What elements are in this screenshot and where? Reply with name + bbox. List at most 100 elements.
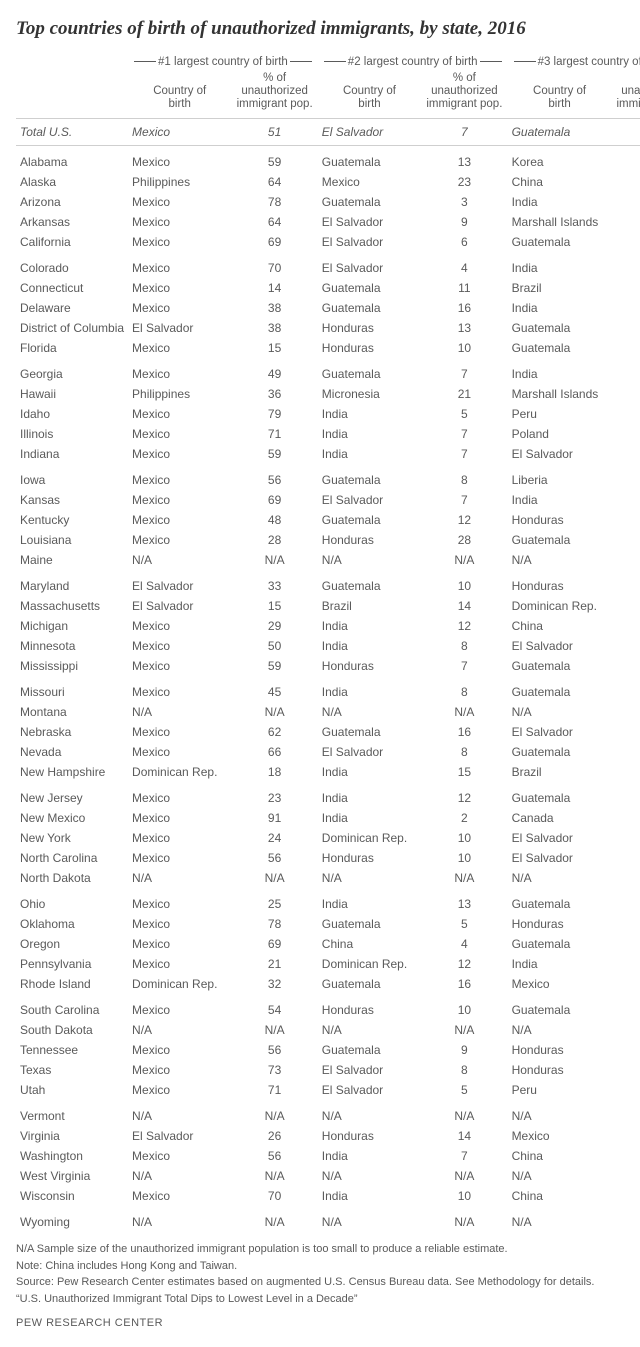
cell-state: Michigan	[16, 616, 128, 636]
cell-c1: Mexico	[128, 424, 231, 444]
table-row: HawaiiPhilippines36Micronesia21Marshall …	[16, 384, 640, 404]
cell-p1: 78	[231, 914, 317, 934]
cell-state: Colorado	[16, 258, 128, 278]
cell-c3: Guatemala	[508, 788, 612, 808]
cell-p2: 10	[421, 828, 507, 848]
cell-p2: 8	[421, 636, 507, 656]
table-row: UtahMexico71El Salvador5Peru4	[16, 1080, 640, 1100]
table-row: North DakotaN/AN/AN/AN/AN/AN/A	[16, 868, 640, 888]
cell-p3: N/A	[612, 702, 640, 722]
cell-p2: 10	[421, 1186, 507, 1206]
cell-p3: 4	[612, 490, 640, 510]
table-row: New YorkMexico24Dominican Rep.10El Salva…	[16, 828, 640, 848]
cell-c2: Honduras	[318, 318, 421, 338]
cell-c1: Philippines	[128, 384, 231, 404]
cell-p1: 29	[231, 616, 317, 636]
total-p3: 5	[612, 118, 640, 145]
cell-p1: 15	[231, 596, 317, 616]
cell-p2: 10	[421, 848, 507, 868]
cell-c3: El Salvador	[508, 848, 612, 868]
cell-p3: 4	[612, 934, 640, 954]
table-row: VirginiaEl Salvador26Honduras14Mexico12	[16, 1126, 640, 1146]
cell-c3: Mexico	[508, 974, 612, 994]
cell-c1: Mexico	[128, 298, 231, 318]
cell-p2: 7	[421, 364, 507, 384]
cell-c3: China	[508, 1186, 612, 1206]
cell-p2: 5	[421, 1080, 507, 1100]
cell-c1: N/A	[128, 1166, 231, 1186]
table-row: OregonMexico69China4Guatemala4	[16, 934, 640, 954]
table-row: District of ColumbiaEl Salvador38Hondura…	[16, 318, 640, 338]
cell-c1: Mexico	[128, 934, 231, 954]
cell-p1: 26	[231, 1126, 317, 1146]
cell-p3: 7	[612, 338, 640, 358]
total-p2: 7	[421, 118, 507, 145]
cell-c2: Guatemala	[318, 722, 421, 742]
cell-p2: 4	[421, 934, 507, 954]
cell-state: Virginia	[16, 1126, 128, 1146]
cell-state: North Carolina	[16, 848, 128, 868]
cell-c3: Guatemala	[508, 1000, 612, 1020]
cell-p3: 9	[612, 212, 640, 232]
group-header-1-label: #1 largest country of birth	[158, 56, 288, 68]
footnote-line: N/A Sample size of the unauthorized immi…	[16, 1242, 624, 1257]
cell-state: Minnesota	[16, 636, 128, 656]
group-header-3-label: #3 largest country of birth	[538, 56, 640, 68]
cell-c1: Mexico	[128, 490, 231, 510]
cell-state: West Virginia	[16, 1166, 128, 1186]
cell-p2: 3	[421, 192, 507, 212]
cell-c3: El Salvador	[508, 636, 612, 656]
cell-state: Nevada	[16, 742, 128, 762]
cell-c1: Dominican Rep.	[128, 974, 231, 994]
cell-p1: 66	[231, 742, 317, 762]
cell-state: Oklahoma	[16, 914, 128, 934]
sub-header-pct-3: % of unauthorizedimmigrant pop.	[612, 70, 640, 118]
cell-c1: El Salvador	[128, 596, 231, 616]
cell-c1: Mexico	[128, 278, 231, 298]
cell-p2: 9	[421, 212, 507, 232]
cell-c3: Guatemala	[508, 682, 612, 702]
cell-c2: Micronesia	[318, 384, 421, 404]
cell-c1: Mexico	[128, 258, 231, 278]
cell-c1: Mexico	[128, 152, 231, 172]
cell-p2: 8	[421, 742, 507, 762]
cell-c1: Mexico	[128, 954, 231, 974]
cell-p2: 7	[421, 424, 507, 444]
cell-c1: Mexico	[128, 808, 231, 828]
footnote-line: Source: Pew Research Center estimates ba…	[16, 1275, 624, 1290]
cell-p3: 3	[612, 192, 640, 212]
cell-state: Alaska	[16, 172, 128, 192]
cell-c2: India	[318, 636, 421, 656]
cell-p3: 8	[612, 1000, 640, 1020]
cell-c1: Mexico	[128, 510, 231, 530]
cell-p3: 5	[612, 470, 640, 490]
cell-p1: 36	[231, 384, 317, 404]
cell-p2: N/A	[421, 1166, 507, 1186]
cell-p3: N/A	[612, 1106, 640, 1126]
cell-c1: Mexico	[128, 212, 231, 232]
cell-c1: N/A	[128, 550, 231, 570]
cell-state: Wisconsin	[16, 1186, 128, 1206]
cell-c1: Mexico	[128, 1040, 231, 1060]
cell-p3: 10	[612, 596, 640, 616]
cell-p2: 16	[421, 722, 507, 742]
cell-c2: Guatemala	[318, 364, 421, 384]
table-row: PennsylvaniaMexico21Dominican Rep.12Indi…	[16, 954, 640, 974]
cell-c3: N/A	[508, 1106, 612, 1126]
cell-c3: Korea	[508, 152, 612, 172]
cell-c3: N/A	[508, 1212, 612, 1232]
cell-c1: Mexico	[128, 742, 231, 762]
footnote-line: Note: China includes Hong Kong and Taiwa…	[16, 1259, 624, 1274]
cell-c1: Mexico	[128, 1060, 231, 1080]
cell-c3: N/A	[508, 1020, 612, 1040]
cell-p3: 12	[612, 1126, 640, 1146]
cell-c2: Guatemala	[318, 278, 421, 298]
cell-c1: N/A	[128, 1020, 231, 1040]
cell-state: New York	[16, 828, 128, 848]
cell-p3: 3	[612, 1186, 640, 1206]
cell-p1: 71	[231, 424, 317, 444]
cell-p3: 13	[612, 762, 640, 782]
cell-p1: 48	[231, 510, 317, 530]
cell-c3: Marshall Islands	[508, 212, 612, 232]
table-row: MinnesotaMexico50India8El Salvador6	[16, 636, 640, 656]
